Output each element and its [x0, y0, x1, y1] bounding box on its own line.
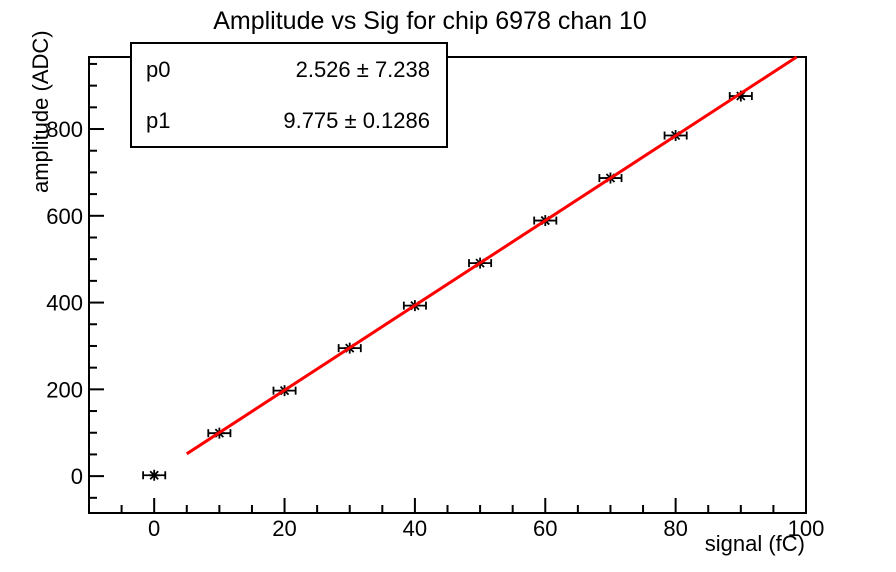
stats-row-p0: p0 2.526 ± 7.238 [132, 57, 446, 83]
x-tick-label: 60 [533, 516, 557, 541]
y-tick-label: 600 [46, 204, 83, 229]
x-tick-label: 100 [788, 516, 825, 541]
stats-p1-label: p1 [146, 107, 171, 133]
x-tick-label: 80 [663, 516, 687, 541]
data-point-marker [736, 91, 746, 101]
stats-box: p0 2.526 ± 7.238 p1 9.775 ± 0.1286 [130, 42, 448, 148]
x-axis-title: signal (fC) [705, 531, 805, 556]
chart-title: Amplitude vs Sig for chip 6978 chan 10 [213, 7, 647, 35]
fit-line [185, 55, 798, 456]
y-tick-label: 0 [71, 464, 83, 489]
x-tick-label: 0 [148, 516, 160, 541]
x-tick-label: 40 [403, 516, 427, 541]
y-tick-label: 200 [46, 377, 83, 402]
stats-row-p1: p1 9.775 ± 0.1286 [132, 108, 446, 134]
y-tick-label: 400 [46, 291, 83, 316]
stats-p0-value: 2.526 ± 7.238 [295, 56, 430, 82]
y-axis-title: amplitude (ADC) [28, 30, 53, 193]
x-tick-label: 20 [272, 516, 296, 541]
plot-generated-layer: 0 20 40 60 80 100 0 200 400 600 800 [46, 55, 825, 541]
stats-p0-label: p0 [146, 56, 171, 82]
data-point-marker [149, 470, 159, 480]
y-tick-label: 800 [46, 117, 83, 142]
stats-p1-value: 9.775 ± 0.1286 [283, 107, 430, 133]
